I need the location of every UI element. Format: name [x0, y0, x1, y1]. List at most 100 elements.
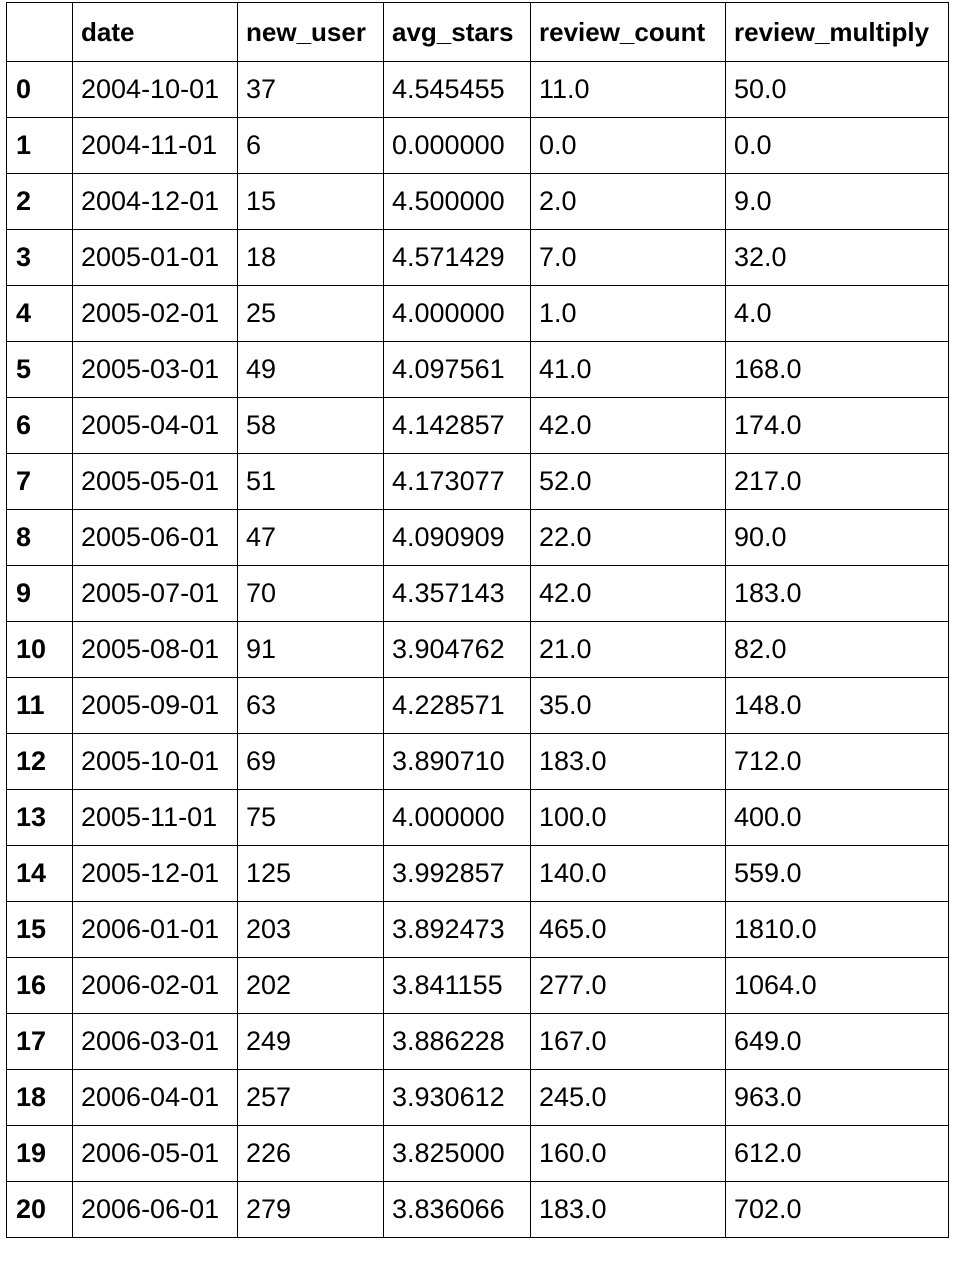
row-index: 13: [6, 789, 73, 846]
cell-avg-stars: 3.904762: [383, 621, 531, 678]
cell-review-multiply: 0.0: [725, 117, 949, 174]
cell-review-count: 183.0: [530, 733, 726, 790]
table-row: 2 2004-12-01 15 4.500000 2.0 9.0: [6, 173, 949, 230]
cell-new-user: 257: [237, 1069, 384, 1126]
cell-date: 2006-01-01: [72, 901, 238, 958]
cell-new-user: 18: [237, 229, 384, 286]
table-row: 3 2005-01-01 18 4.571429 7.0 32.0: [6, 229, 949, 286]
column-header-review-multiply: review_multiply: [725, 2, 949, 62]
cell-review-count: 167.0: [530, 1013, 726, 1070]
cell-date: 2006-02-01: [72, 957, 238, 1014]
cell-review-count: 2.0: [530, 173, 726, 230]
column-header-avg-stars: avg_stars: [383, 2, 531, 62]
table-row: 16 2006-02-01 202 3.841155 277.0 1064.0: [6, 957, 949, 1014]
cell-avg-stars: 3.836066: [383, 1181, 531, 1238]
cell-new-user: 202: [237, 957, 384, 1014]
row-index: 18: [6, 1069, 73, 1126]
cell-avg-stars: 3.886228: [383, 1013, 531, 1070]
cell-review-multiply: 559.0: [725, 845, 949, 902]
row-index: 3: [6, 229, 73, 286]
row-index: 12: [6, 733, 73, 790]
row-index: 1: [6, 117, 73, 174]
cell-date: 2005-10-01: [72, 733, 238, 790]
cell-date: 2005-05-01: [72, 453, 238, 510]
row-index: 14: [6, 845, 73, 902]
cell-review-multiply: 32.0: [725, 229, 949, 286]
table-row: 8 2005-06-01 47 4.090909 22.0 90.0: [6, 509, 949, 566]
cell-date: 2005-09-01: [72, 677, 238, 734]
row-index: 19: [6, 1125, 73, 1182]
cell-review-count: 100.0: [530, 789, 726, 846]
cell-review-count: 465.0: [530, 901, 726, 958]
cell-review-count: 160.0: [530, 1125, 726, 1182]
cell-date: 2005-06-01: [72, 509, 238, 566]
cell-new-user: 279: [237, 1181, 384, 1238]
cell-date: 2006-05-01: [72, 1125, 238, 1182]
cell-review-count: 11.0: [530, 61, 726, 118]
cell-review-count: 1.0: [530, 285, 726, 342]
cell-date: 2005-04-01: [72, 397, 238, 454]
cell-review-count: 21.0: [530, 621, 726, 678]
cell-review-multiply: 50.0: [725, 61, 949, 118]
row-index: 11: [6, 677, 73, 734]
row-index: 16: [6, 957, 73, 1014]
table-header: date new_user avg_stars review_count rev…: [6, 2, 949, 62]
table-row: 14 2005-12-01 125 3.992857 140.0 559.0: [6, 845, 949, 902]
row-index: 20: [6, 1181, 73, 1238]
row-index: 5: [6, 341, 73, 398]
row-index: 15: [6, 901, 73, 958]
row-index: 17: [6, 1013, 73, 1070]
row-index: 4: [6, 285, 73, 342]
table-row: 11 2005-09-01 63 4.228571 35.0 148.0: [6, 677, 949, 734]
cell-date: 2006-04-01: [72, 1069, 238, 1126]
table-row: 10 2005-08-01 91 3.904762 21.0 82.0: [6, 621, 949, 678]
cell-date: 2006-03-01: [72, 1013, 238, 1070]
cell-avg-stars: 0.000000: [383, 117, 531, 174]
cell-new-user: 6: [237, 117, 384, 174]
cell-avg-stars: 4.357143: [383, 565, 531, 622]
cell-review-count: 35.0: [530, 677, 726, 734]
cell-avg-stars: 3.892473: [383, 901, 531, 958]
cell-avg-stars: 4.000000: [383, 285, 531, 342]
table-row: 6 2005-04-01 58 4.142857 42.0 174.0: [6, 397, 949, 454]
cell-new-user: 70: [237, 565, 384, 622]
cell-review-count: 22.0: [530, 509, 726, 566]
cell-new-user: 203: [237, 901, 384, 958]
cell-avg-stars: 4.173077: [383, 453, 531, 510]
cell-date: 2005-01-01: [72, 229, 238, 286]
cell-new-user: 51: [237, 453, 384, 510]
cell-review-count: 7.0: [530, 229, 726, 286]
cell-avg-stars: 4.545455: [383, 61, 531, 118]
cell-date: 2006-06-01: [72, 1181, 238, 1238]
cell-review-count: 52.0: [530, 453, 726, 510]
cell-date: 2004-11-01: [72, 117, 238, 174]
column-header-new-user: new_user: [237, 2, 384, 62]
cell-avg-stars: 4.500000: [383, 173, 531, 230]
index-header: [6, 2, 73, 62]
row-index: 7: [6, 453, 73, 510]
table-row: 12 2005-10-01 69 3.890710 183.0 712.0: [6, 733, 949, 790]
table-row: 17 2006-03-01 249 3.886228 167.0 649.0: [6, 1013, 949, 1070]
cell-review-multiply: 963.0: [725, 1069, 949, 1126]
cell-avg-stars: 3.890710: [383, 733, 531, 790]
row-index: 10: [6, 621, 73, 678]
cell-review-multiply: 702.0: [725, 1181, 949, 1238]
cell-new-user: 25: [237, 285, 384, 342]
table-row: 15 2006-01-01 203 3.892473 465.0 1810.0: [6, 901, 949, 958]
table-row: 9 2005-07-01 70 4.357143 42.0 183.0: [6, 565, 949, 622]
row-index: 9: [6, 565, 73, 622]
table-row: 13 2005-11-01 75 4.000000 100.0 400.0: [6, 789, 949, 846]
table-row: 18 2006-04-01 257 3.930612 245.0 963.0: [6, 1069, 949, 1126]
table-row: 19 2006-05-01 226 3.825000 160.0 612.0: [6, 1125, 949, 1182]
header-row: date new_user avg_stars review_count rev…: [6, 2, 949, 62]
cell-review-multiply: 217.0: [725, 453, 949, 510]
cell-new-user: 15: [237, 173, 384, 230]
cell-review-multiply: 1064.0: [725, 957, 949, 1014]
cell-review-count: 277.0: [530, 957, 726, 1014]
cell-review-count: 42.0: [530, 397, 726, 454]
cell-review-multiply: 90.0: [725, 509, 949, 566]
cell-new-user: 69: [237, 733, 384, 790]
column-header-review-count: review_count: [530, 2, 726, 62]
cell-avg-stars: 3.841155: [383, 957, 531, 1014]
cell-new-user: 226: [237, 1125, 384, 1182]
